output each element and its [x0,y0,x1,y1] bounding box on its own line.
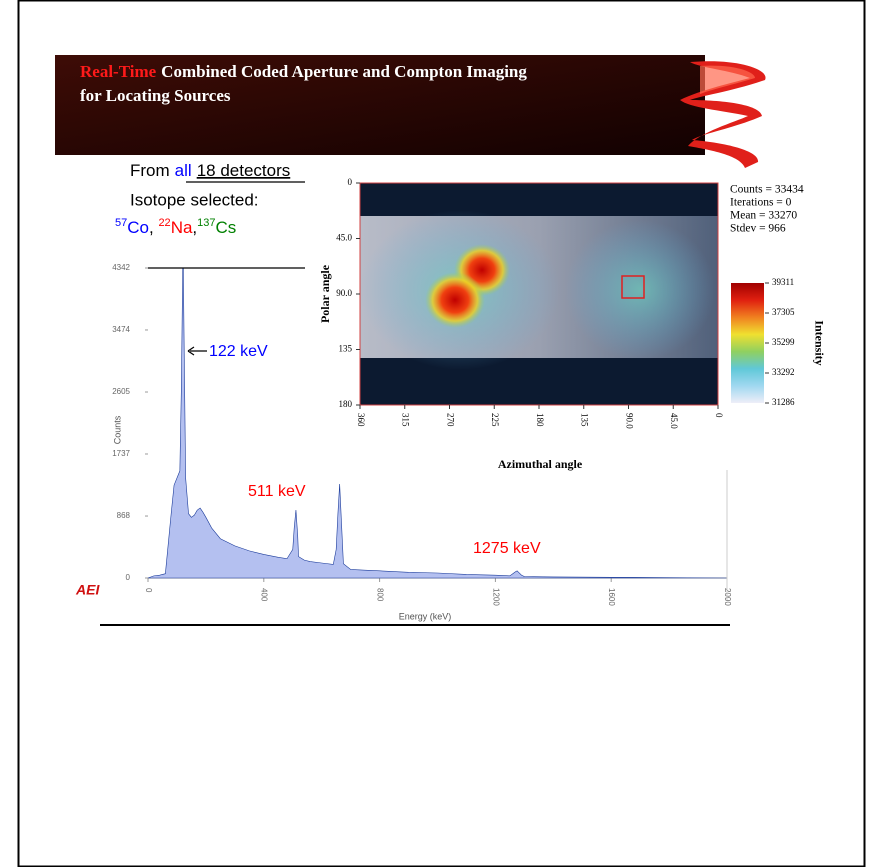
colorbar-label: Intensity [812,320,826,365]
stat-line: Counts = 33434 [730,184,804,196]
slide-title: for Locating Sources [80,86,231,105]
x-tick-label: 180 [535,413,545,427]
ribbon [680,61,766,168]
colorbar-tick-label: 37305 [772,307,795,317]
y-tick-label: 135 [339,344,353,354]
peak-label: 122 keV [209,343,268,360]
image-haze [565,220,715,360]
text: From [130,161,170,180]
y-tick-label: 0 [348,177,353,187]
y-tick-label: 45.0 [336,233,352,243]
x-tick-label: 270 [445,413,455,427]
colorbar-tick-label: 31286 [772,397,795,407]
y-tick-label: 3474 [112,325,130,334]
isotope-symbol: Cs [216,218,237,237]
y-tick-label: 90.0 [336,288,352,298]
isotope-symbol: Na [171,218,193,237]
image-bottom-band [360,358,718,405]
isotope-mass: 22 [158,217,170,229]
x-tick-label: 225 [490,413,500,427]
text: all [175,161,192,180]
y-tick-label: 4342 [112,263,130,272]
y-axis-label: Polar angle [318,264,332,323]
header-band [55,55,705,155]
peak-label: 1275 keV [473,540,541,557]
detector-line: From all 18 detectors [130,161,290,180]
colorbar-tick-label: 39311 [772,277,794,287]
y-tick-label: 180 [339,399,353,409]
x-tick-label: 135 [580,413,590,427]
separator: , [192,218,197,237]
roi-marker [621,275,645,299]
x-tick-label: 0 [714,413,724,418]
title-line: Combined Coded Aperture and Compton Imag… [161,62,527,81]
y-tick-label: 1737 [112,449,130,458]
x-tick-label: 360 [356,413,366,427]
x-tick-label: 90.0 [624,413,634,429]
x-tick-label: 315 [401,413,411,427]
stat-line: Mean = 33270 [730,210,797,222]
x-tick-label: 1600 [607,588,616,606]
x-tick-label: 45.0 [669,413,679,429]
peak-label: 511 keV [248,483,306,500]
isotope-symbol: Co [127,218,149,237]
slide-title: Real-Time Combined Coded Aperture and Com… [80,62,527,81]
y-tick-label: 868 [117,511,131,520]
colorbar [731,283,764,403]
title-highlight: Real-Time [80,62,157,81]
x-axis-label: Azimuthal angle [498,457,583,471]
colorbar-tick-label: 33292 [772,367,795,377]
arrow-head [187,346,195,356]
stat-line: Iterations = 0 [730,197,792,209]
isotope-mass: 137 [197,217,215,229]
image-top-band [360,183,718,216]
stat-line: Stdev = 966 [730,223,786,235]
y-tick-label: 0 [126,573,131,582]
isotope-line: 57Co, 22Na,137Cs [115,217,236,238]
text: 18 detectors [197,161,291,180]
x-tick-label: 800 [375,588,384,602]
x-tick-label: 400 [260,588,269,602]
colorbar-tick-label: 35299 [772,337,795,347]
isotope-label: Isotope selected: [130,190,259,209]
logo: AEI [75,582,100,598]
x-axis-label: Energy (keV) [399,611,452,621]
isotope-mass: 57 [115,217,127,229]
x-tick-label: 0 [144,588,153,593]
image-hotspot [425,272,485,328]
x-tick-label: 1200 [491,588,500,606]
separator: , [149,218,158,237]
y-axis-label: Counts [112,415,122,444]
y-tick-label: 2605 [112,387,130,396]
